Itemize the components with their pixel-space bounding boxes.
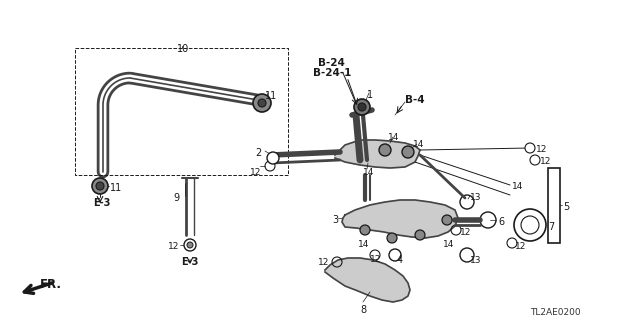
Text: 11: 11 [110,183,122,193]
Text: 13: 13 [470,256,481,265]
Circle shape [184,239,196,251]
Circle shape [525,143,535,153]
Text: E-3: E-3 [181,257,198,267]
Text: 1: 1 [367,90,373,100]
Circle shape [258,99,266,107]
Circle shape [96,182,104,190]
Text: 10: 10 [177,44,189,54]
Text: B-24-1: B-24-1 [313,68,351,78]
Text: 13: 13 [470,193,481,202]
Text: 5: 5 [563,202,569,212]
Text: FR.: FR. [40,278,62,291]
Text: 12: 12 [318,258,330,267]
Text: 14: 14 [512,182,524,191]
Text: 14: 14 [358,240,369,249]
Circle shape [354,99,370,115]
Circle shape [415,230,425,240]
Circle shape [187,242,193,248]
Text: 14: 14 [443,240,454,249]
Text: 7: 7 [548,222,554,232]
Text: 14: 14 [413,140,424,149]
Circle shape [358,103,366,111]
Circle shape [253,94,271,112]
Text: 3: 3 [332,215,338,225]
Circle shape [389,249,401,261]
Text: 12: 12 [515,242,526,251]
Polygon shape [335,140,420,168]
Text: B-4: B-4 [405,95,424,105]
Text: B-24: B-24 [318,58,345,68]
Circle shape [379,144,391,156]
Text: 11: 11 [265,91,277,101]
Circle shape [92,178,108,194]
Text: 12: 12 [536,145,547,154]
Text: 9: 9 [173,193,179,203]
Circle shape [360,225,370,235]
Text: 12: 12 [540,157,552,166]
Circle shape [265,161,275,171]
Circle shape [402,146,414,158]
Text: 12: 12 [168,242,179,251]
Text: 14: 14 [388,133,399,142]
Circle shape [442,215,452,225]
Text: 4: 4 [397,255,403,265]
Text: 6: 6 [498,217,504,227]
Text: 12: 12 [460,228,472,237]
Text: 14: 14 [363,168,374,177]
Text: 12: 12 [370,255,381,264]
Polygon shape [342,200,458,238]
Text: 2: 2 [255,148,261,158]
Bar [548,168,560,243]
Text: 8: 8 [360,305,366,315]
Circle shape [387,233,397,243]
Text: TL2AE0200: TL2AE0200 [530,308,580,317]
Polygon shape [325,258,410,302]
Circle shape [267,152,279,164]
Text: E-3: E-3 [93,198,110,208]
Text: 12: 12 [250,168,261,177]
